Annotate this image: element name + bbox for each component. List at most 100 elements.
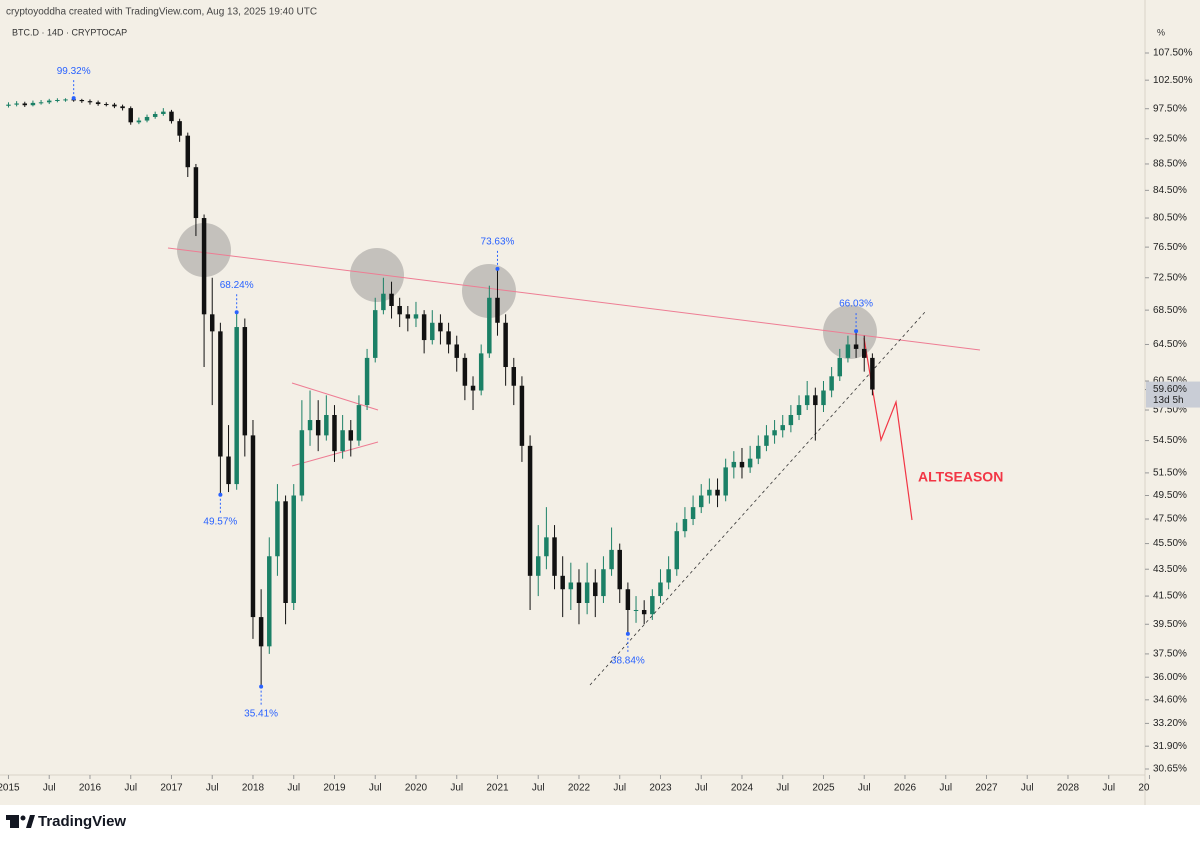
candle-body xyxy=(79,99,85,102)
candle-body xyxy=(609,549,614,570)
symbol: BTC.D · 14D · CRYPTOCAP xyxy=(12,27,127,37)
x-tick-label: 2028 xyxy=(1057,783,1080,794)
candle-body xyxy=(315,420,321,436)
x-tick-label: Jul xyxy=(1102,783,1115,794)
x-tick-label: 2023 xyxy=(649,783,672,794)
candle-body xyxy=(193,167,199,219)
x-tick-label: 2020 xyxy=(405,783,428,794)
y-tick-label: 41.50% xyxy=(1153,591,1187,602)
y-tick-label: 37.50% xyxy=(1153,649,1187,660)
candle-body xyxy=(446,331,451,345)
candle-body xyxy=(104,104,109,106)
candle-body xyxy=(560,575,565,590)
y-tick-label: 92.50% xyxy=(1153,133,1187,144)
candle-body xyxy=(601,569,606,597)
y-tick-label: 30.65% xyxy=(1153,764,1187,775)
candle-body xyxy=(6,104,11,106)
annotation-dot xyxy=(218,492,223,497)
candle-body xyxy=(845,344,851,358)
y-tick-label: 102.50% xyxy=(1153,75,1193,86)
y-tick-label: 107.50% xyxy=(1153,48,1193,59)
candle-body xyxy=(593,582,598,597)
drawings xyxy=(167,223,981,686)
candle-body xyxy=(723,467,728,496)
candle-body xyxy=(299,430,305,496)
candle-body xyxy=(715,489,720,496)
candle-body xyxy=(128,108,133,123)
candle-body xyxy=(747,458,753,468)
candle-body xyxy=(584,582,590,603)
x-tick-label: Jul xyxy=(43,783,56,794)
highlight-circle xyxy=(350,248,404,302)
candle-body xyxy=(38,102,44,104)
x-tick-label: Jul xyxy=(287,783,300,794)
brand: TradingView xyxy=(38,813,126,830)
y-tick-label: 57.50% xyxy=(1153,405,1187,416)
y-tick-label: 68.50% xyxy=(1153,305,1187,316)
x-tick-label: Jul xyxy=(858,783,871,794)
candle-body xyxy=(185,135,191,168)
logo-icon xyxy=(20,815,26,821)
candle-body xyxy=(690,507,696,520)
candle-body xyxy=(364,357,370,406)
x-tick-label: 2018 xyxy=(242,783,265,794)
y-tick-label: 64.50% xyxy=(1153,339,1187,350)
x-tick-label: Jul xyxy=(532,783,545,794)
candle-body xyxy=(307,420,313,431)
x-tick-label: Jul xyxy=(369,783,382,794)
candle-body xyxy=(535,556,541,576)
x-tick-label: 2025 xyxy=(812,783,835,794)
candle-body xyxy=(332,415,337,452)
candle-body xyxy=(258,617,264,647)
candle-body xyxy=(495,297,500,323)
x-tick-label: 2015 xyxy=(0,783,20,794)
candle-body xyxy=(438,322,443,332)
x-axis: 2015 Jul 2016 Jul 2017 Jul 2018 Jul 2019 Jul 2020 J… xyxy=(0,775,1150,794)
candles xyxy=(6,98,875,687)
candle-body xyxy=(829,376,834,391)
axis-unit: % xyxy=(1157,27,1165,37)
y-tick-label: 72.50% xyxy=(1153,272,1187,283)
annotation-label: 66.03% xyxy=(839,299,873,310)
candle-body xyxy=(519,385,525,446)
candle-body xyxy=(772,430,777,436)
y-tick-label: 49.50% xyxy=(1153,490,1187,501)
candle-body xyxy=(698,495,704,508)
last-price-label: 59.60% xyxy=(1153,384,1187,395)
annotation-dot xyxy=(625,631,630,636)
candle-body xyxy=(633,609,639,611)
candle-body xyxy=(112,104,117,107)
annotation-label: 73.63% xyxy=(481,237,515,248)
candle-body xyxy=(821,390,826,406)
candle-body xyxy=(544,537,549,557)
candle-body xyxy=(120,106,125,109)
candle-body xyxy=(340,430,345,452)
countdown-label: 13d 5h xyxy=(1153,395,1184,406)
logo: TradingView xyxy=(6,813,126,830)
candle-body xyxy=(267,556,272,647)
candle-body xyxy=(788,415,794,426)
candle-body xyxy=(381,293,386,311)
candle-body xyxy=(870,357,875,390)
candle-body xyxy=(55,99,60,101)
annotation-dot xyxy=(495,266,500,271)
y-tick-label: 60.50% xyxy=(1153,376,1187,387)
annotation-label: 35.41% xyxy=(244,708,278,719)
candle-body xyxy=(552,537,557,576)
y-tick-label: 47.50% xyxy=(1153,514,1187,525)
candle-body xyxy=(478,353,484,391)
y-tick-label: 88.50% xyxy=(1153,159,1187,170)
candle-body xyxy=(462,357,468,386)
candle-body xyxy=(837,357,843,377)
y-tick-label: 51.50% xyxy=(1153,468,1187,479)
x-tick-label: Jul xyxy=(206,783,219,794)
logo-icon xyxy=(10,815,19,828)
candle-body xyxy=(144,116,150,121)
callout: ALTSEASON xyxy=(918,469,1003,485)
candle-body xyxy=(250,435,256,618)
candle-body xyxy=(389,293,394,306)
annotation-dot xyxy=(854,329,859,334)
candle-body xyxy=(568,582,574,590)
annotation-label: 68.24% xyxy=(220,280,254,291)
x-tick-label: 2022 xyxy=(568,783,591,794)
